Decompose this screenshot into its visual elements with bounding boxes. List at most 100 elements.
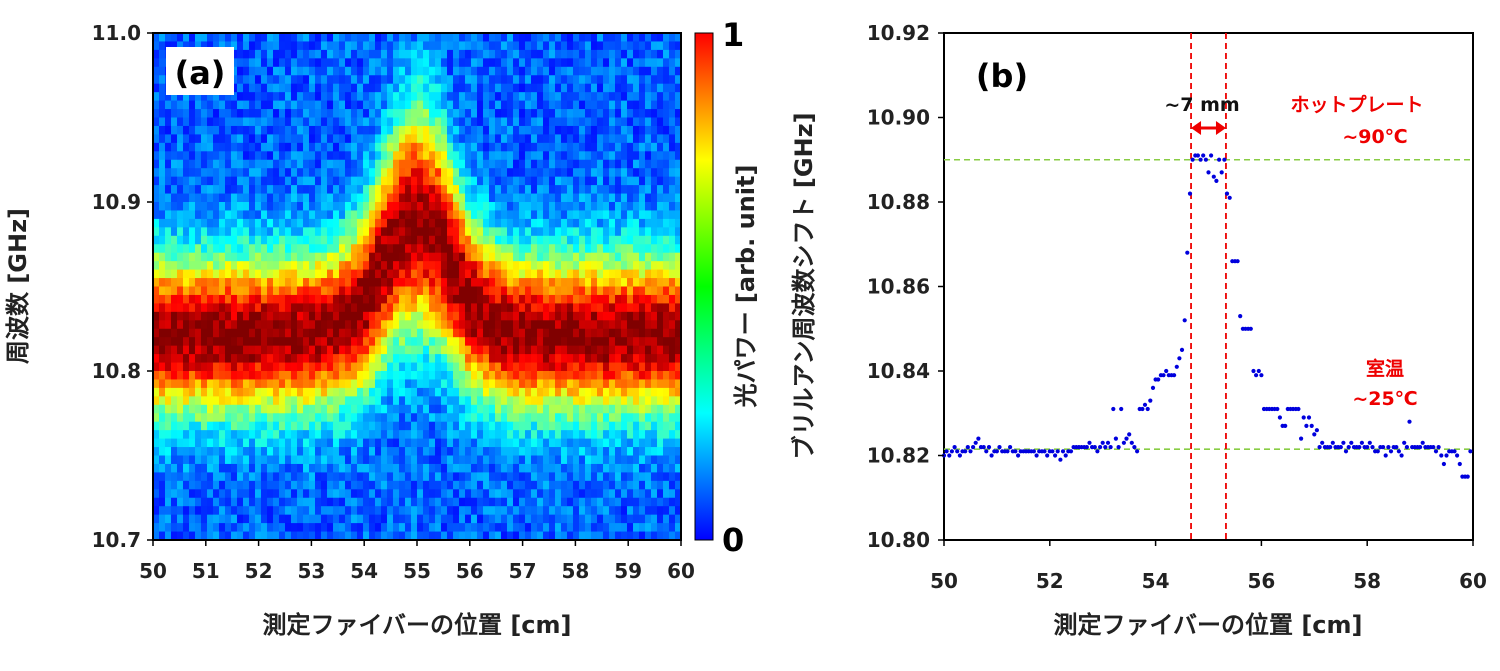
heatmap-cell <box>393 49 400 59</box>
heatmap-cell <box>249 311 256 321</box>
heatmap-cell <box>645 210 652 220</box>
heatmap-cell <box>543 438 550 448</box>
heatmap-cell <box>171 142 178 152</box>
heatmap-cell <box>609 134 616 144</box>
heatmap-cell <box>297 371 304 381</box>
heatmap-cell <box>189 497 196 507</box>
heatmap-cell <box>243 261 250 271</box>
heatmap-cell <box>483 320 490 330</box>
heatmap-cell <box>399 354 406 364</box>
heatmap-cell <box>285 125 292 135</box>
heatmap-cell <box>615 294 622 304</box>
heatmap-cell <box>393 371 400 381</box>
heatmap-cell <box>363 497 370 507</box>
heatmap-cell <box>153 514 160 524</box>
heatmap-cell <box>255 328 262 338</box>
heatmap-cell <box>567 193 574 203</box>
heatmap-cell <box>423 523 430 533</box>
heatmap-cell <box>195 210 202 220</box>
heatmap-cell <box>177 244 184 254</box>
heatmap-cell <box>531 489 538 499</box>
heatmap-cell <box>411 438 418 448</box>
heatmap-cell <box>585 404 592 414</box>
heatmap-cell <box>255 387 262 397</box>
heatmap-cell <box>399 109 406 119</box>
heatmap-cell <box>531 311 538 321</box>
heatmap-cell <box>471 286 478 296</box>
heatmap-cell <box>393 345 400 355</box>
heatmap-cell <box>603 134 610 144</box>
heatmap-cell <box>201 134 208 144</box>
heatmap-cell <box>609 33 616 43</box>
heatmap-cell <box>255 134 262 144</box>
heatmap-cell <box>453 109 460 119</box>
heatmap-cell <box>429 176 436 186</box>
heatmap-cell <box>351 269 358 279</box>
heatmap-cell <box>213 193 220 203</box>
heatmap-cell <box>477 387 484 397</box>
heatmap-cell <box>237 125 244 135</box>
heatmap-cell <box>243 362 250 372</box>
heatmap-cell <box>321 379 328 389</box>
heatmap-cell <box>387 269 394 279</box>
heatmap-cell <box>615 168 622 178</box>
heatmap-cell <box>603 354 610 364</box>
heatmap-cell <box>621 185 628 195</box>
heatmap-cell <box>339 244 346 254</box>
heatmap-cell <box>519 49 526 59</box>
heatmap-cell <box>381 202 388 212</box>
heatmap-cell <box>567 320 574 330</box>
heatmap-cell <box>255 227 262 237</box>
heatmap-cell <box>153 278 160 288</box>
heatmap-cell <box>249 523 256 533</box>
heatmap-cell <box>507 430 514 440</box>
heatmap-cell <box>429 159 436 169</box>
heatmap-cell <box>573 523 580 533</box>
heatmap-cell <box>237 185 244 195</box>
heatmap-cell <box>453 269 460 279</box>
heatmap-cell <box>555 109 562 119</box>
heatmap-cell <box>639 168 646 178</box>
heatmap-cell <box>405 100 412 110</box>
heatmap-cell <box>399 185 406 195</box>
heatmap-cell <box>393 75 400 85</box>
heatmap-cell <box>609 185 616 195</box>
heatmap-cell <box>651 117 658 127</box>
heatmap-cell <box>363 404 370 414</box>
heatmap-cell <box>213 125 220 135</box>
heatmap-cell <box>615 252 622 262</box>
heatmap-cell <box>393 142 400 152</box>
heatmap-cell <box>405 303 412 313</box>
heatmap-cell <box>609 286 616 296</box>
heatmap-cell <box>429 58 436 68</box>
heatmap-cell <box>261 33 268 43</box>
heatmap-cell <box>165 202 172 212</box>
heatmap-cell <box>225 447 232 457</box>
heatmap-cell <box>321 404 328 414</box>
heatmap-cell <box>405 269 412 279</box>
heatmap-cell <box>363 387 370 397</box>
heatmap-cell <box>357 328 364 338</box>
heatmap-cell <box>429 117 436 127</box>
heatmap-cell <box>393 41 400 51</box>
heatmap-cell <box>357 320 364 330</box>
heatmap-cell <box>465 286 472 296</box>
heatmap-cell <box>255 421 262 431</box>
heatmap-cell <box>525 33 532 43</box>
heatmap-cell <box>411 159 418 169</box>
heatmap-cell <box>411 421 418 431</box>
heatmap-cell <box>423 362 430 372</box>
heatmap-cell <box>369 523 376 533</box>
heatmap-cell <box>177 109 184 119</box>
heatmap-cell <box>279 41 286 51</box>
heatmap-cell <box>429 286 436 296</box>
heatmap-cell <box>303 345 310 355</box>
heatmap-cell <box>543 235 550 245</box>
heatmap-cell <box>201 379 208 389</box>
heatmap-cell <box>429 278 436 288</box>
heatmap-cell <box>297 523 304 533</box>
heatmap-cell <box>285 235 292 245</box>
heatmap-cell <box>279 523 286 533</box>
heatmap-cell <box>477 337 484 347</box>
heatmap-cell <box>153 387 160 397</box>
